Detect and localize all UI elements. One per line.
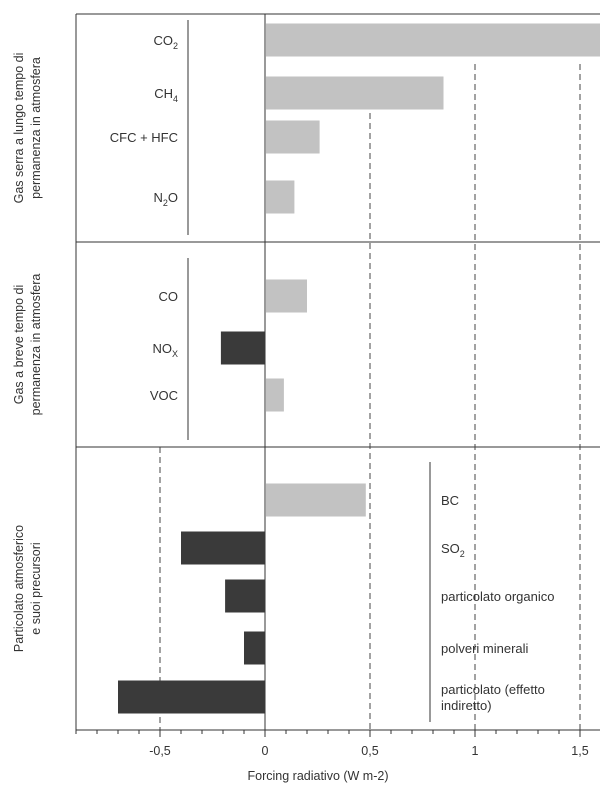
bar-label: CO2: [153, 33, 178, 51]
group-title: e suoi precursori: [29, 542, 43, 634]
chart-labels: CO2 CH4 CFC + HFC N2O Gas serra a lungo temp…: [12, 33, 589, 783]
x-tick-label: 0: [262, 744, 269, 758]
bar: [225, 579, 265, 613]
bar: [266, 23, 600, 57]
group-title: permanenza in atmosfera: [29, 274, 43, 416]
bar: [118, 680, 265, 714]
bar-label: particolato (effetto: [441, 682, 545, 697]
group-title: Gas serra a lungo tempo di: [12, 53, 26, 204]
bar-label: CFC + HFC: [110, 130, 178, 145]
group-title: Particolato atmosferico: [12, 525, 26, 652]
chart-bars: [118, 23, 600, 714]
group-title: permanenza in atmosfera: [29, 57, 43, 199]
bar: [266, 76, 444, 110]
x-axis-label: Forcing radiativo (W m-2): [248, 769, 389, 783]
bar: [181, 531, 265, 565]
x-tick-label: 1: [472, 744, 479, 758]
bar-label: VOC: [150, 388, 178, 403]
bar-label: indiretto): [441, 698, 492, 713]
bar: [266, 120, 320, 154]
bar-label: N2O: [153, 190, 178, 208]
bar: [266, 180, 295, 214]
group-title: Gas a breve tempo di: [12, 285, 26, 405]
bar-label: SO2: [441, 541, 465, 559]
x-tick-label: 1,5: [571, 744, 588, 758]
x-tick-label: -0,5: [149, 744, 171, 758]
bar-label: CH4: [154, 86, 178, 104]
bar: [266, 378, 284, 412]
chart-frame: [75, 13, 600, 737]
bar: [266, 279, 307, 313]
bar: [244, 631, 265, 665]
x-tick-label: 0,5: [361, 744, 378, 758]
bar-label: CO: [159, 289, 179, 304]
bar-label: particolato organico: [441, 589, 554, 604]
bar-label: polveri minerali: [441, 641, 529, 656]
bar: [220, 331, 265, 365]
bar: [266, 483, 366, 517]
bar-label: NOX: [152, 341, 178, 359]
bar-label: BC: [441, 493, 459, 508]
